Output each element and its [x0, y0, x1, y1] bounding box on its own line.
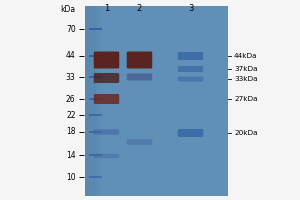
Bar [88, 98, 102, 100]
FancyBboxPatch shape [127, 73, 152, 80]
FancyBboxPatch shape [127, 51, 152, 68]
FancyBboxPatch shape [178, 66, 203, 72]
Bar [88, 6, 90, 196]
Text: 18: 18 [66, 128, 76, 136]
Text: 22: 22 [66, 110, 76, 119]
Bar [101, 6, 104, 196]
Bar [88, 154, 102, 156]
Text: 1: 1 [104, 4, 109, 13]
FancyBboxPatch shape [94, 51, 119, 68]
Text: 3: 3 [188, 4, 193, 13]
Bar [88, 28, 102, 30]
Bar [88, 131, 102, 133]
Text: 33: 33 [66, 72, 76, 82]
Bar [94, 6, 97, 196]
Bar [99, 6, 101, 196]
Text: 44: 44 [66, 51, 76, 60]
Text: 20kDa: 20kDa [234, 130, 257, 136]
FancyBboxPatch shape [178, 76, 203, 82]
Text: kDa: kDa [61, 4, 76, 14]
Bar [88, 176, 102, 178]
Bar [92, 6, 95, 196]
Text: 27kDa: 27kDa [234, 96, 257, 102]
FancyBboxPatch shape [178, 129, 203, 137]
FancyBboxPatch shape [127, 139, 152, 145]
Bar [88, 55, 102, 57]
Bar [85, 6, 228, 196]
Text: 33kDa: 33kDa [234, 76, 257, 82]
Bar [88, 114, 102, 116]
Bar [88, 76, 102, 78]
Text: 2: 2 [137, 4, 142, 13]
Bar [97, 6, 99, 196]
FancyBboxPatch shape [94, 129, 119, 135]
Bar [90, 6, 92, 196]
Text: 14: 14 [66, 150, 76, 160]
FancyBboxPatch shape [178, 52, 203, 60]
Text: 44kDa: 44kDa [234, 53, 257, 59]
Bar [85, 6, 88, 196]
Text: 70: 70 [66, 24, 76, 33]
Text: 26: 26 [66, 95, 76, 104]
FancyBboxPatch shape [94, 154, 119, 158]
FancyBboxPatch shape [94, 94, 119, 104]
FancyBboxPatch shape [94, 73, 119, 83]
Text: 37kDa: 37kDa [234, 66, 257, 72]
Text: 10: 10 [66, 172, 76, 182]
